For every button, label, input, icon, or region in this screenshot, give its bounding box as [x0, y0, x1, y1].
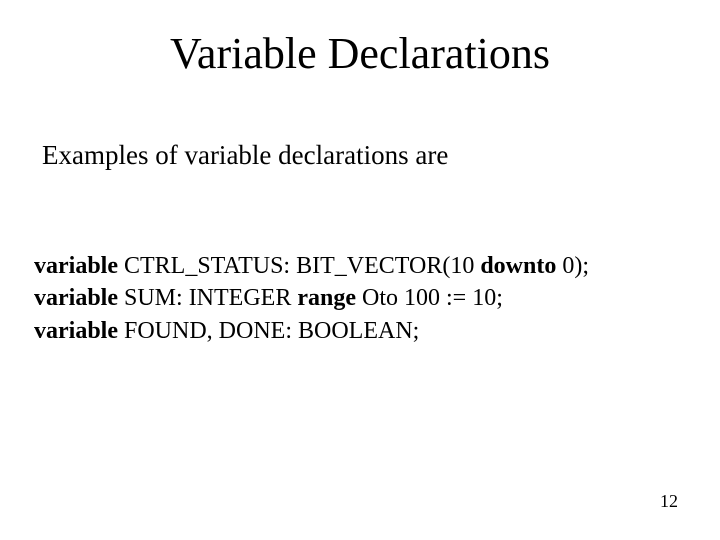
slide: Variable Declarations Examples of variab…	[0, 0, 720, 540]
code-block: variable CTRL_STATUS: BIT_VECTOR(10 down…	[34, 250, 589, 347]
code-text: SUM: INTEGER	[118, 285, 297, 311]
keyword-variable: variable	[34, 318, 118, 344]
keyword-variable: variable	[34, 253, 118, 279]
code-line-3: variable FOUND, DONE: BOOLEAN;	[34, 315, 589, 347]
code-text: Oto 100 := 10;	[356, 285, 503, 311]
keyword-downto: downto	[480, 253, 556, 279]
code-text: FOUND, DONE: BOOLEAN;	[118, 318, 419, 344]
intro-text: Examples of variable declarations are	[42, 140, 448, 171]
code-text: 0);	[556, 253, 589, 279]
code-text: CTRL_STATUS: BIT_VECTOR(10	[118, 253, 480, 279]
keyword-range: range	[297, 285, 356, 311]
code-line-2: variable SUM: INTEGER range Oto 100 := 1…	[34, 282, 589, 314]
page-number: 12	[660, 491, 678, 512]
slide-title: Variable Declarations	[0, 28, 720, 79]
code-line-1: variable CTRL_STATUS: BIT_VECTOR(10 down…	[34, 250, 589, 282]
keyword-variable: variable	[34, 285, 118, 311]
